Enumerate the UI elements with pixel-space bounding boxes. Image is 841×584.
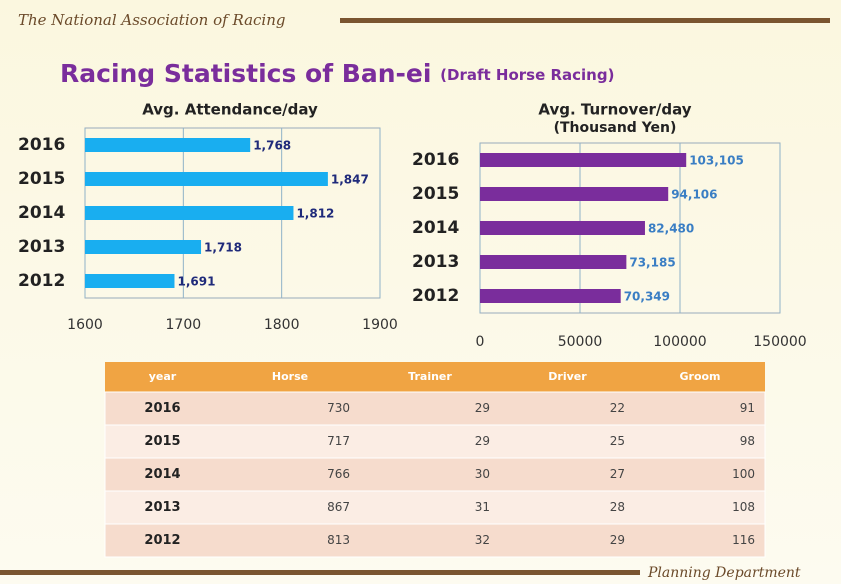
- x-tick-label: 1700: [166, 317, 202, 333]
- table-cell: 108: [732, 500, 755, 514]
- table-cell: 29: [610, 533, 625, 547]
- table-cell: 25: [610, 434, 625, 448]
- y-tick-label: 2015: [18, 169, 65, 189]
- table-cell: 22: [610, 401, 625, 415]
- subtitle: (Draft Horse Racing): [440, 66, 614, 84]
- y-tick-label: 2015: [412, 184, 459, 204]
- footer: Planning Department: [647, 565, 801, 581]
- data-label: 1,847: [331, 173, 369, 187]
- table-cell: 867: [327, 500, 350, 514]
- y-tick-label: 2012: [18, 271, 65, 291]
- table-header-row: [105, 362, 765, 392]
- column-header: Horse: [272, 370, 308, 383]
- x-tick-label: 1900: [362, 317, 398, 333]
- table-cell: 29: [475, 434, 490, 448]
- slide-title: Racing Statistics of Ban-ei (Draft Horse…: [60, 59, 614, 88]
- data-label: 73,185: [629, 256, 675, 270]
- bar: [85, 138, 251, 152]
- table-cell: 766: [327, 467, 350, 481]
- table-cell: 717: [327, 434, 350, 448]
- x-tick-label: 150000: [753, 334, 806, 350]
- table-cell: 2014: [144, 467, 180, 482]
- y-tick-label: 2013: [412, 252, 459, 272]
- header-rule: [340, 18, 830, 23]
- bar: [85, 206, 294, 220]
- footer-rule: [0, 570, 640, 575]
- chart-title: Avg. Attendance/day: [142, 101, 318, 119]
- y-tick-label: 2016: [412, 150, 459, 170]
- data-label: 82,480: [648, 222, 694, 236]
- table-row: [104, 424, 766, 459]
- column-header: Groom: [679, 370, 720, 383]
- y-tick-label: 2016: [18, 135, 65, 155]
- table-cell: 730: [327, 401, 350, 415]
- y-tick-label: 2014: [18, 203, 65, 223]
- table-cell: 2015: [144, 434, 180, 449]
- data-label: 1,718: [204, 241, 242, 255]
- x-tick-label: 0: [476, 334, 485, 350]
- y-tick-label: 2014: [412, 218, 459, 238]
- table-row: [104, 490, 766, 525]
- bar: [480, 255, 627, 269]
- column-header: Trainer: [408, 370, 452, 383]
- table-row: [104, 457, 766, 492]
- x-tick-label: 100000: [653, 334, 706, 350]
- table-cell: 813: [327, 533, 350, 547]
- y-tick-label: 2013: [18, 237, 65, 257]
- chart-subtitle: (Thousand Yen): [554, 120, 677, 136]
- table-row: [104, 391, 766, 426]
- bar: [480, 221, 645, 235]
- data-label: 1,768: [253, 139, 291, 153]
- data-label: 94,106: [671, 188, 717, 202]
- chart-title: Avg. Turnover/day: [538, 101, 691, 119]
- table-cell: 116: [732, 533, 755, 547]
- data-label: 103,105: [689, 154, 744, 168]
- table-cell: 2013: [144, 500, 180, 515]
- y-tick-label: 2012: [412, 286, 459, 306]
- bar: [85, 274, 175, 288]
- table-cell: 100: [732, 467, 755, 481]
- column-header: year: [149, 370, 177, 383]
- bar: [480, 153, 687, 167]
- column-header: Driver: [548, 370, 587, 383]
- table-row: [104, 523, 766, 558]
- table-cell: 31: [475, 500, 490, 514]
- table-cell: 98: [740, 434, 755, 448]
- table-cell: 2016: [144, 401, 180, 416]
- bar: [480, 289, 621, 303]
- data-label: 1,691: [177, 275, 215, 289]
- x-tick-label: 50000: [558, 334, 603, 350]
- title: Racing Statistics of Ban-ei: [60, 59, 431, 88]
- bar: [85, 240, 202, 254]
- table-cell: 91: [740, 401, 755, 415]
- table-cell: 30: [475, 467, 490, 481]
- table-cell: 28: [610, 500, 625, 514]
- data-label: 1,812: [296, 207, 334, 221]
- header: The National Association of Racing: [18, 11, 285, 29]
- table-cell: 27: [610, 467, 625, 481]
- bar: [85, 172, 328, 186]
- data-label: 70,349: [624, 290, 670, 304]
- x-tick-label: 1800: [264, 317, 300, 333]
- bar: [480, 187, 669, 201]
- x-tick-label: 1600: [67, 317, 103, 333]
- table-cell: 32: [475, 533, 490, 547]
- table-cell: 2012: [144, 533, 180, 548]
- table-cell: 29: [475, 401, 490, 415]
